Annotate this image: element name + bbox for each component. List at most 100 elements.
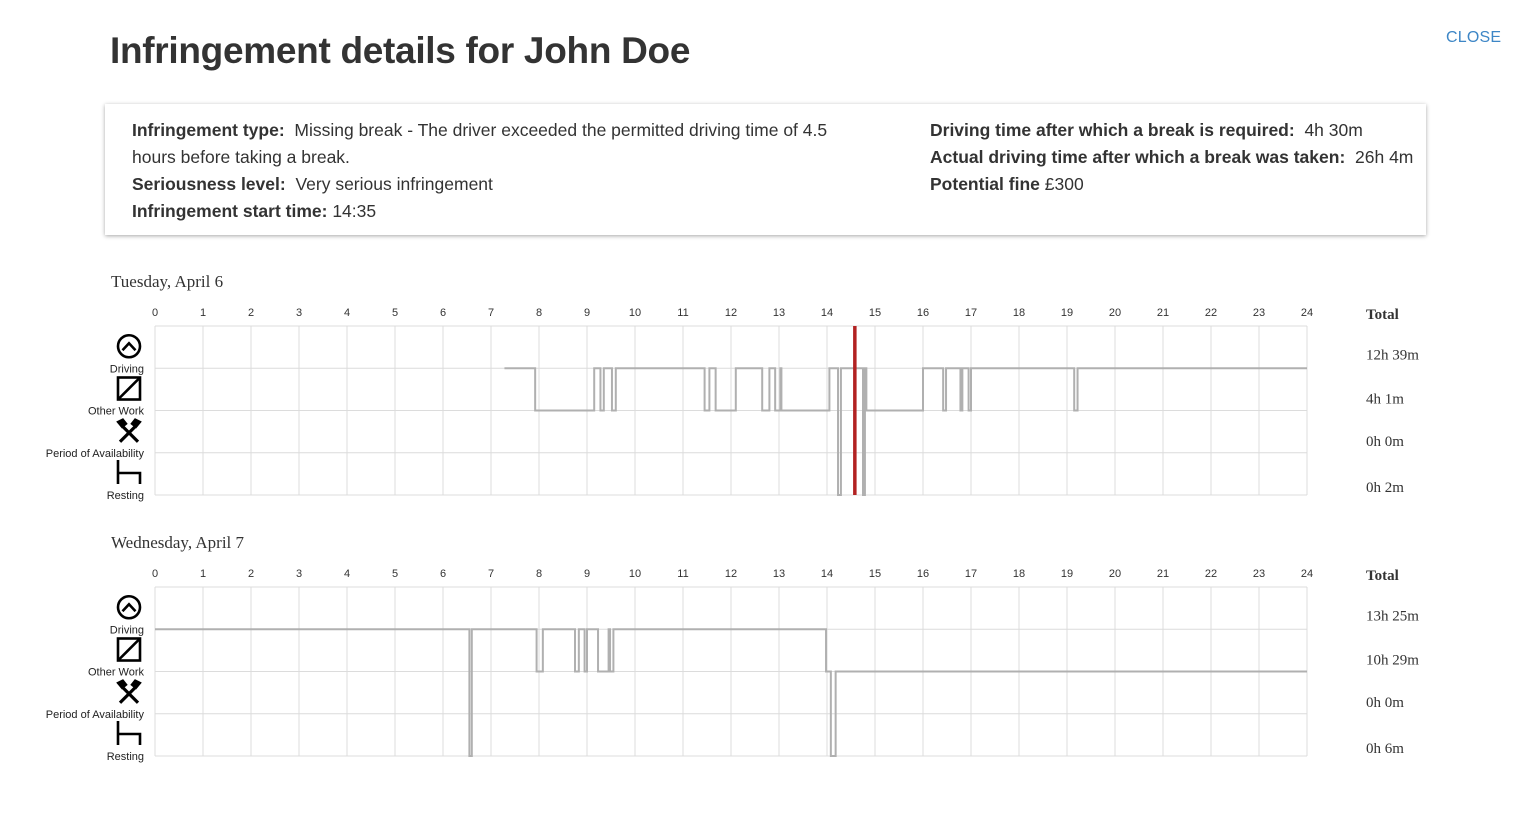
hour-tick-label: 10 [629, 568, 641, 580]
hour-tick-label: 2 [248, 307, 254, 319]
break-required-label: Driving time after which a break is requ… [930, 120, 1295, 140]
infringement-type-label: Infringement type: [132, 120, 285, 140]
hour-tick-label: 7 [488, 307, 494, 319]
activity-label: Period of Availability [46, 448, 145, 460]
bed-icon [116, 460, 142, 484]
infringement-type-row: Infringement type: Missing break - The d… [132, 117, 872, 171]
hour-tick-label: 19 [1061, 568, 1073, 580]
hour-tick-label: 22 [1205, 307, 1217, 319]
total-header: Total [1366, 568, 1399, 584]
potential-fine-value: £300 [1044, 174, 1084, 194]
infringement-details-card: Infringement type: Missing break - The d… [105, 104, 1426, 235]
activity-label: Other Work [88, 406, 145, 418]
hour-tick-label: 4 [344, 568, 350, 580]
activity-label: Resting [107, 751, 144, 763]
hour-tick-label: 9 [584, 568, 590, 580]
hour-tick-label: 15 [869, 307, 881, 319]
day-title: Wednesday, April 7 [111, 533, 245, 552]
page-title: Infringement details for John Doe [110, 30, 691, 71]
hour-tick-label: 18 [1013, 307, 1025, 319]
activity-total: 0h 0m [1366, 695, 1404, 711]
activity-label: Driving [110, 624, 144, 636]
availability-icon [116, 418, 142, 443]
hour-tick-label: 2 [248, 568, 254, 580]
activity-total: 12h 39m [1366, 347, 1419, 363]
details-right-column: Driving time after which a break is requ… [930, 117, 1420, 198]
activity-total: 0h 0m [1366, 434, 1404, 450]
activity-label: Driving [110, 363, 144, 375]
activity-chart: 0 1 2 3 4 5 6 7 8 9 10 11 12 13 14 15 16 17 18 19 20 21 22 23 24… [46, 307, 1420, 502]
hour-tick-label: 19 [1061, 307, 1073, 319]
hour-tick-label: 16 [917, 568, 929, 580]
other-work-icon [116, 376, 142, 401]
hour-tick-label: 21 [1157, 568, 1169, 580]
hour-tick-label: 0 [152, 307, 158, 319]
hour-tick-label: 7 [488, 568, 494, 580]
hour-tick-label: 8 [536, 568, 542, 580]
hour-tick-label: 20 [1109, 568, 1121, 580]
hour-tick-label: 20 [1109, 307, 1121, 319]
bed-icon [116, 721, 142, 745]
hour-tick-label: 5 [392, 568, 398, 580]
hour-tick-label: 9 [584, 307, 590, 319]
activity-total: 10h 29m [1366, 653, 1419, 669]
start-time-label: Infringement start time: [132, 201, 328, 221]
activity-label: Resting [107, 490, 144, 502]
steering-wheel-icon [116, 333, 142, 359]
actual-driving-row: Actual driving time after which a break … [930, 144, 1420, 171]
hour-tick-label: 11 [677, 307, 688, 319]
hour-tick-label: 12 [725, 568, 737, 580]
potential-fine-label: Potential fine [930, 174, 1040, 194]
seriousness-row: Seriousness level: Very serious infringe… [132, 171, 872, 198]
hour-tick-label: 13 [773, 307, 785, 319]
seriousness-value: Very serious infringement [295, 174, 493, 194]
hour-tick-label: 1 [200, 307, 206, 319]
hour-tick-label: 0 [152, 568, 158, 580]
activity-total: 13h 25m [1366, 608, 1419, 624]
day-title: Tuesday, April 6 [111, 272, 224, 291]
hour-tick-label: 21 [1157, 307, 1169, 319]
break-required-value: 4h 30m [1304, 120, 1363, 140]
hour-tick-label: 17 [965, 307, 977, 319]
activity-trace [504, 367, 1307, 496]
activity-total: 0h 6m [1366, 741, 1404, 757]
seriousness-label: Seriousness level: [132, 174, 286, 194]
hour-tick-label: 12 [725, 307, 737, 319]
actual-driving-value: 26h 4m [1355, 147, 1414, 167]
hour-tick-label: 4 [344, 307, 350, 319]
close-button[interactable]: CLOSE [1446, 29, 1502, 46]
actual-driving-label: Actual driving time after which a break … [930, 147, 1346, 167]
start-time-value: 14:35 [332, 201, 377, 221]
hour-tick-label: 16 [917, 307, 929, 319]
hour-tick-label: 5 [392, 307, 398, 319]
other-work-icon [116, 637, 142, 662]
hour-tick-label: 11 [677, 568, 688, 580]
activity-label: Other Work [88, 667, 145, 679]
hour-tick-label: 13 [773, 568, 785, 580]
potential-fine-row: Potential fine £300 [930, 171, 1420, 198]
hour-tick-label: 23 [1253, 568, 1265, 580]
hour-tick-label: 14 [821, 307, 833, 319]
activity-total: 4h 1m [1366, 392, 1404, 408]
hour-tick-label: 8 [536, 307, 542, 319]
hour-tick-label: 15 [869, 568, 881, 580]
hour-tick-label: 6 [440, 307, 446, 319]
hour-tick-label: 6 [440, 568, 446, 580]
steering-wheel-icon [116, 594, 142, 620]
infringement-type-value: Missing break - The driver exceeded the … [132, 120, 828, 167]
activity-chart: 0 1 2 3 4 5 6 7 8 9 10 11 12 13 14 15 16 17 18 19 20 21 22 23 24… [46, 568, 1420, 763]
activity-label: Period of Availability [46, 709, 145, 721]
hour-tick-label: 3 [296, 568, 302, 580]
hour-tick-label: 24 [1301, 568, 1313, 580]
hour-tick-label: 23 [1253, 307, 1265, 319]
start-time-row: Infringement start time: 14:35 [132, 198, 872, 225]
hour-tick-label: 18 [1013, 568, 1025, 580]
availability-icon [116, 679, 142, 704]
hour-tick-label: 24 [1301, 307, 1313, 319]
hour-tick-label: 22 [1205, 568, 1217, 580]
details-left-column: Infringement type: Missing break - The d… [132, 117, 872, 225]
activity-trace [155, 628, 1307, 757]
hour-tick-label: 10 [629, 307, 641, 319]
hour-tick-label: 1 [200, 568, 206, 580]
activity-total: 0h 2m [1366, 480, 1404, 496]
